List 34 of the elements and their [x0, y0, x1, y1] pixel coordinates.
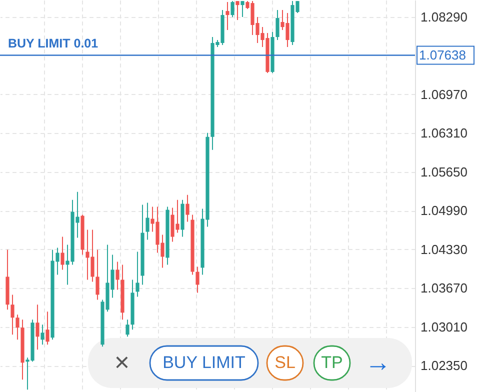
candlestick	[230, 0, 234, 18]
annotation: →	[365, 347, 391, 377]
text: 1.07638	[419, 47, 466, 62]
y-tick-label: 1.06310	[420, 126, 468, 141]
candlestick	[276, 10, 280, 41]
candlestick	[96, 249, 100, 300]
annotation: TP	[321, 353, 343, 372]
candlestick	[186, 194, 190, 222]
candlestick	[36, 304, 40, 350]
y-tick-label: 1.03010	[420, 319, 468, 334]
y-tick-label: 1.08290	[420, 10, 468, 25]
y-tick-label: 1.06970	[420, 86, 468, 102]
y-tick-label: 1.03670	[420, 280, 468, 296]
candlestick	[46, 311, 50, 346]
annotation: BUY LIMIT	[162, 353, 246, 372]
candlestick	[146, 202, 150, 240]
annotation: SL	[274, 353, 296, 372]
candlestick	[136, 251, 140, 298]
candlestick	[126, 319, 130, 338]
ref-line-label: BUY LIMIT 0.01	[8, 36, 98, 50]
candlestick	[236, 0, 240, 21]
annotation: ×	[114, 347, 130, 377]
candlestick	[60, 236, 64, 270]
y-tick-label: 1.05650	[420, 164, 468, 180]
candlestick	[116, 261, 120, 290]
y-tick-label: 1.04990	[420, 203, 468, 218]
candlestick	[226, 2, 230, 31]
candlestick	[10, 294, 14, 336]
y-tick-label: 1.04330	[420, 242, 468, 257]
candlestick	[16, 314, 20, 340]
candlestick	[40, 324, 44, 346]
y-tick-label: 1.02350	[420, 358, 468, 374]
candlestick	[196, 266, 200, 294]
candlestick	[240, 0, 244, 18]
